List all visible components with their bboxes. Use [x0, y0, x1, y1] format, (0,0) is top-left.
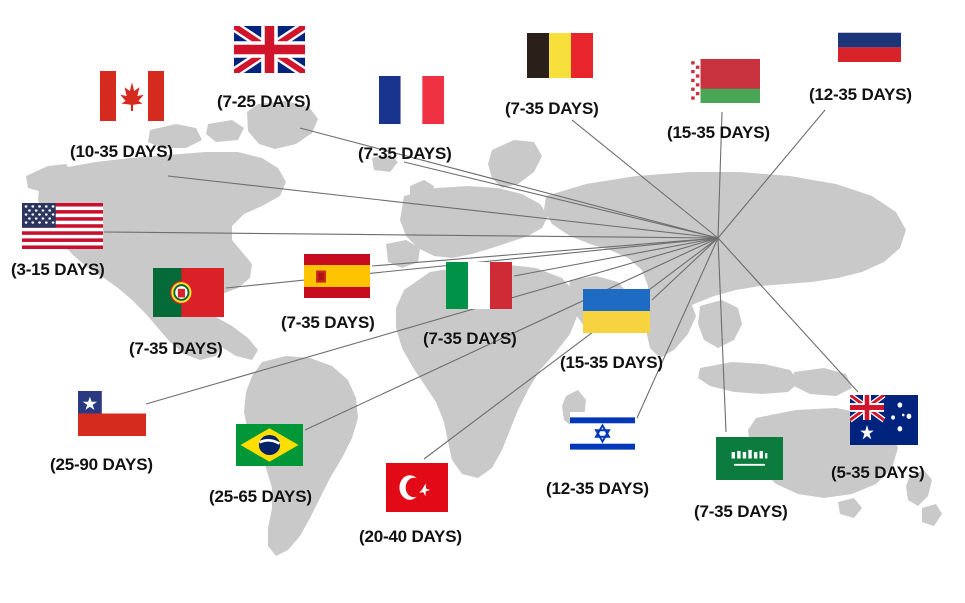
delivery-days-label-chile: (25-90 DAYS): [50, 455, 153, 474]
delivery-days-label-united-states: (3-15 DAYS): [11, 260, 105, 279]
flag-united-kingdom-icon: [234, 26, 305, 73]
delivery-days-label-united-kingdom: (7-25 DAYS): [217, 92, 311, 111]
flag-brazil-icon: [236, 424, 303, 466]
delivery-days-label-ukraine: (15-35 DAYS): [560, 353, 663, 372]
delivery-days-label-turkey: (20-40 DAYS): [359, 527, 462, 546]
line-italy: [513, 237, 719, 277]
delivery-days-label-belgium: (7-35 DAYS): [505, 99, 599, 118]
line-canada: [167, 175, 719, 239]
flag-belarus-icon: [690, 59, 760, 103]
flag-chile-icon: [78, 391, 146, 436]
line-united-states: [103, 231, 719, 239]
delivery-days-label-australia: (5-35 DAYS): [831, 463, 925, 482]
flag-australia-icon: [850, 395, 918, 445]
flag-belgium-icon: [527, 33, 593, 78]
line-saudi-arabia: [717, 237, 727, 433]
delivery-days-label-spain: (7-35 DAYS): [281, 313, 375, 332]
delivery-days-label-israel: (12-35 DAYS): [546, 479, 649, 498]
delivery-days-label-belarus: (15-35 DAYS): [667, 123, 770, 142]
flag-ukraine-icon: [583, 289, 650, 333]
delivery-days-label-brazil: (25-65 DAYS): [209, 487, 312, 506]
delivery-days-label-france: (7-35 DAYS): [358, 144, 452, 163]
flag-turkey-icon: [386, 463, 448, 512]
line-united-kingdom: [299, 127, 719, 239]
delivery-days-label-canada: (10-35 DAYS): [70, 142, 173, 161]
delivery-days-label-italy: (7-35 DAYS): [423, 329, 517, 348]
flag-israel-icon: [570, 412, 635, 455]
flag-france-icon: [379, 76, 444, 124]
line-russia: [717, 109, 826, 239]
delivery-days-label-russia: (12-35 DAYS): [809, 85, 912, 104]
delivery-days-label-saudi-arabia: (7-35 DAYS): [694, 502, 788, 521]
flag-russia-icon: [838, 18, 901, 62]
line-turkey: [423, 237, 719, 460]
flag-italy-icon: [446, 262, 512, 309]
flag-portugal-icon: [153, 268, 224, 317]
line-spain: [371, 237, 719, 267]
line-france: [403, 161, 719, 239]
flag-saudi-arabia-icon: [716, 437, 783, 480]
flag-united-states-icon: [22, 203, 103, 249]
line-ukraine: [651, 237, 719, 301]
line-chile: [145, 237, 719, 405]
line-israel: [636, 237, 719, 419]
flag-spain-icon: [304, 254, 370, 298]
line-belgium: [571, 119, 719, 239]
flag-canada-icon: [100, 71, 164, 121]
line-brazil: [304, 237, 719, 431]
line-australia: [717, 237, 859, 393]
delivery-days-label-portugal: (7-35 DAYS): [129, 339, 223, 358]
line-belarus: [717, 111, 723, 239]
